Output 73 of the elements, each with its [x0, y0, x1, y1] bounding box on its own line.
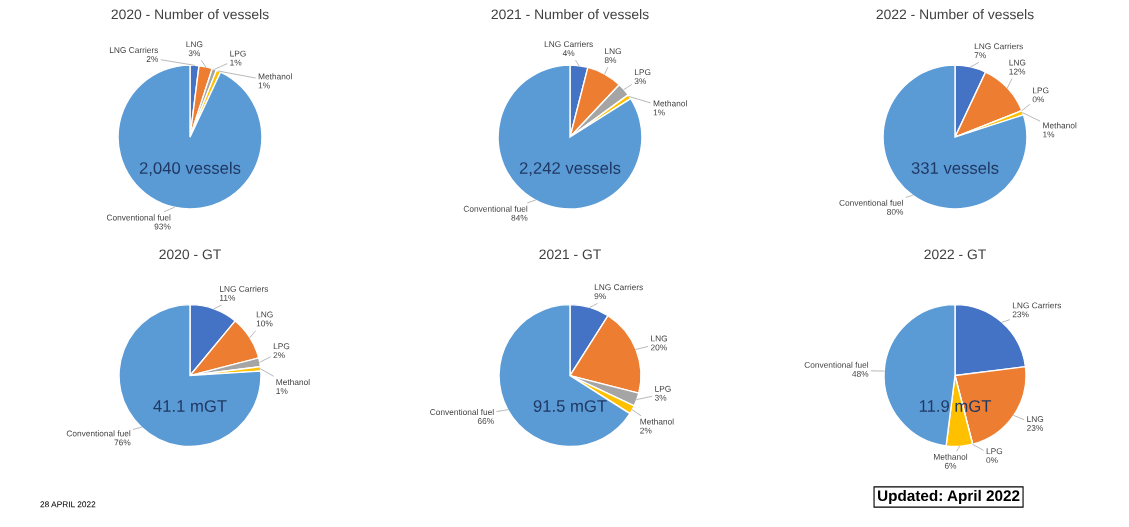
slice-label: LNG: [1027, 416, 1044, 422]
slice-label: LPG: [273, 343, 290, 350]
data-label: 3%: [634, 78, 647, 85]
category-label: LPG: [1033, 87, 1049, 94]
slice-label: LNG Carriers: [544, 40, 593, 48]
slice-label: Methanol: [653, 100, 687, 107]
data-label: 23%: [1027, 425, 1043, 431]
slice-label: LNG Carriers: [974, 43, 1023, 50]
slice-label: Conventional fuel: [106, 214, 171, 221]
slice-label: Conventional fuel: [804, 361, 869, 368]
data-label: 9%: [594, 293, 606, 300]
slice-label: LNG: [651, 335, 668, 342]
text: 91.5 mGT: [533, 400, 607, 412]
legend-label: LPG: [986, 448, 1003, 455]
slice-label: LPG: [230, 50, 246, 57]
data-label: 23%: [1012, 311, 1029, 318]
chart-title: 2020 - GT: [159, 249, 221, 260]
text: Updated: April 2022: [878, 489, 1020, 505]
chart-title: 2022 - Number of vessels: [876, 9, 1034, 20]
slice-label: Methanol: [258, 73, 292, 80]
slice-label: LNG Carriers: [1012, 302, 1062, 309]
data-label: 93%: [154, 223, 171, 230]
data-label: 8%: [604, 57, 617, 64]
data-label: 1%: [276, 388, 288, 394]
slice-label: Conventional fuel: [463, 205, 528, 212]
data-label: 3%: [654, 394, 667, 401]
data-label: 76%: [114, 439, 131, 446]
data-label: 10%: [256, 320, 273, 327]
slice-label: LNG Carriers: [109, 46, 159, 53]
slice-label: Conventional fuel: [430, 408, 494, 416]
chart-title: 2021 - GT: [539, 249, 601, 260]
text: 0%: [1032, 96, 1045, 103]
data-label: 12%: [1009, 68, 1026, 75]
data-label: 2%: [640, 427, 652, 434]
slice-label: Conventional fuel: [839, 199, 903, 206]
slice-label: LPG: [655, 385, 671, 392]
slice-label: LNG Carriers: [594, 284, 643, 291]
slice-label: Methanol: [640, 418, 674, 425]
data-label: 11%: [219, 294, 236, 301]
chart-title: 2021 - Number of vessels: [491, 9, 649, 20]
slice-label: Methanol: [934, 453, 968, 460]
slice-label: Methanol: [276, 378, 310, 386]
text: 41.1 mGT: [153, 400, 227, 412]
slice-label: LNG: [605, 48, 621, 55]
text: 28 APRIL 2022: [40, 501, 96, 508]
data-label: 2%: [146, 56, 159, 62]
text: 2,040 vessels: [139, 161, 241, 176]
slice-label: LPG: [634, 69, 651, 76]
data-label: 66%: [477, 418, 494, 424]
data-label: 3%: [188, 50, 201, 57]
chart-title: 2020 - Number of vessels: [111, 9, 269, 20]
data-label: 4%: [562, 50, 575, 57]
text: 0%: [986, 457, 998, 464]
data-label: 1%: [1043, 131, 1055, 138]
slice-label: Methanol: [1043, 122, 1077, 129]
data-label: 80%: [887, 208, 904, 215]
data-label: 2%: [273, 352, 285, 359]
slice-label: LNG: [256, 311, 273, 318]
data-label: 84%: [511, 214, 528, 221]
data-label: 1%: [653, 109, 665, 116]
text: 2,242 vessels: [519, 161, 621, 176]
slice-label: LNG: [186, 41, 203, 48]
text: 331 vessels: [911, 161, 999, 174]
data-label: 7%: [974, 52, 986, 59]
slice-label: Conventional fuel: [66, 430, 131, 437]
slice-label: LNG: [1009, 59, 1026, 66]
data-label: 6%: [944, 462, 957, 469]
data-label: 20%: [650, 344, 667, 351]
slice-label: LNG Carriers: [220, 285, 269, 292]
data-label: 1%: [258, 82, 270, 89]
chart-title: 2022 - GT: [924, 249, 986, 260]
data-label: 1%: [230, 59, 242, 66]
data-label: 48%: [852, 370, 869, 377]
